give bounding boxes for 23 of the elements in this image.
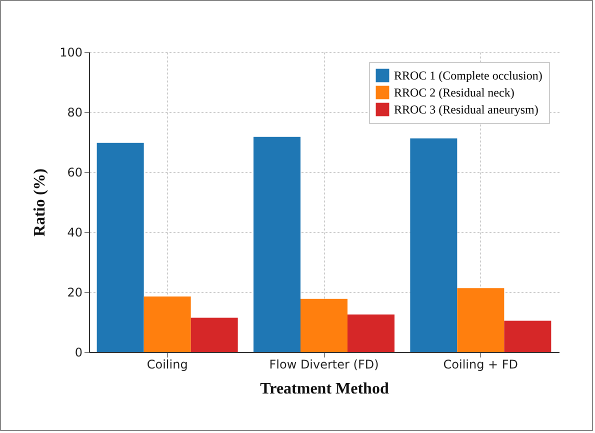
y-tick-label: 100 bbox=[60, 46, 82, 60]
bar bbox=[254, 136, 300, 352]
bar bbox=[190, 318, 238, 352]
y-tick-label: 40 bbox=[67, 226, 82, 240]
bar bbox=[457, 288, 504, 352]
bar bbox=[504, 320, 552, 352]
y-axis-title: Ratio (%) bbox=[32, 168, 49, 236]
x-tick-label: Flow Diverter (FD) bbox=[269, 358, 379, 372]
x-tick-label: Coiling bbox=[146, 358, 188, 372]
x-axis-title: Treatment Method bbox=[260, 380, 389, 398]
y-tick-label: 60 bbox=[67, 166, 82, 180]
legend-label: RROC 1 (Complete occlusion) bbox=[394, 68, 542, 82]
bar bbox=[348, 314, 394, 352]
x-tick-label: Coiling + FD bbox=[443, 358, 518, 372]
legend-label: RROC 3 (Residual aneurysm) bbox=[394, 102, 538, 116]
legend-label: RROC 2 (Residual neck) bbox=[394, 86, 514, 100]
bar bbox=[410, 138, 458, 352]
bar bbox=[96, 142, 144, 352]
y-tick-label: 0 bbox=[74, 346, 82, 360]
bar bbox=[300, 298, 348, 352]
bar bbox=[144, 296, 191, 352]
y-tick-label: 20 bbox=[67, 286, 82, 300]
y-tick-label: 80 bbox=[67, 106, 82, 120]
